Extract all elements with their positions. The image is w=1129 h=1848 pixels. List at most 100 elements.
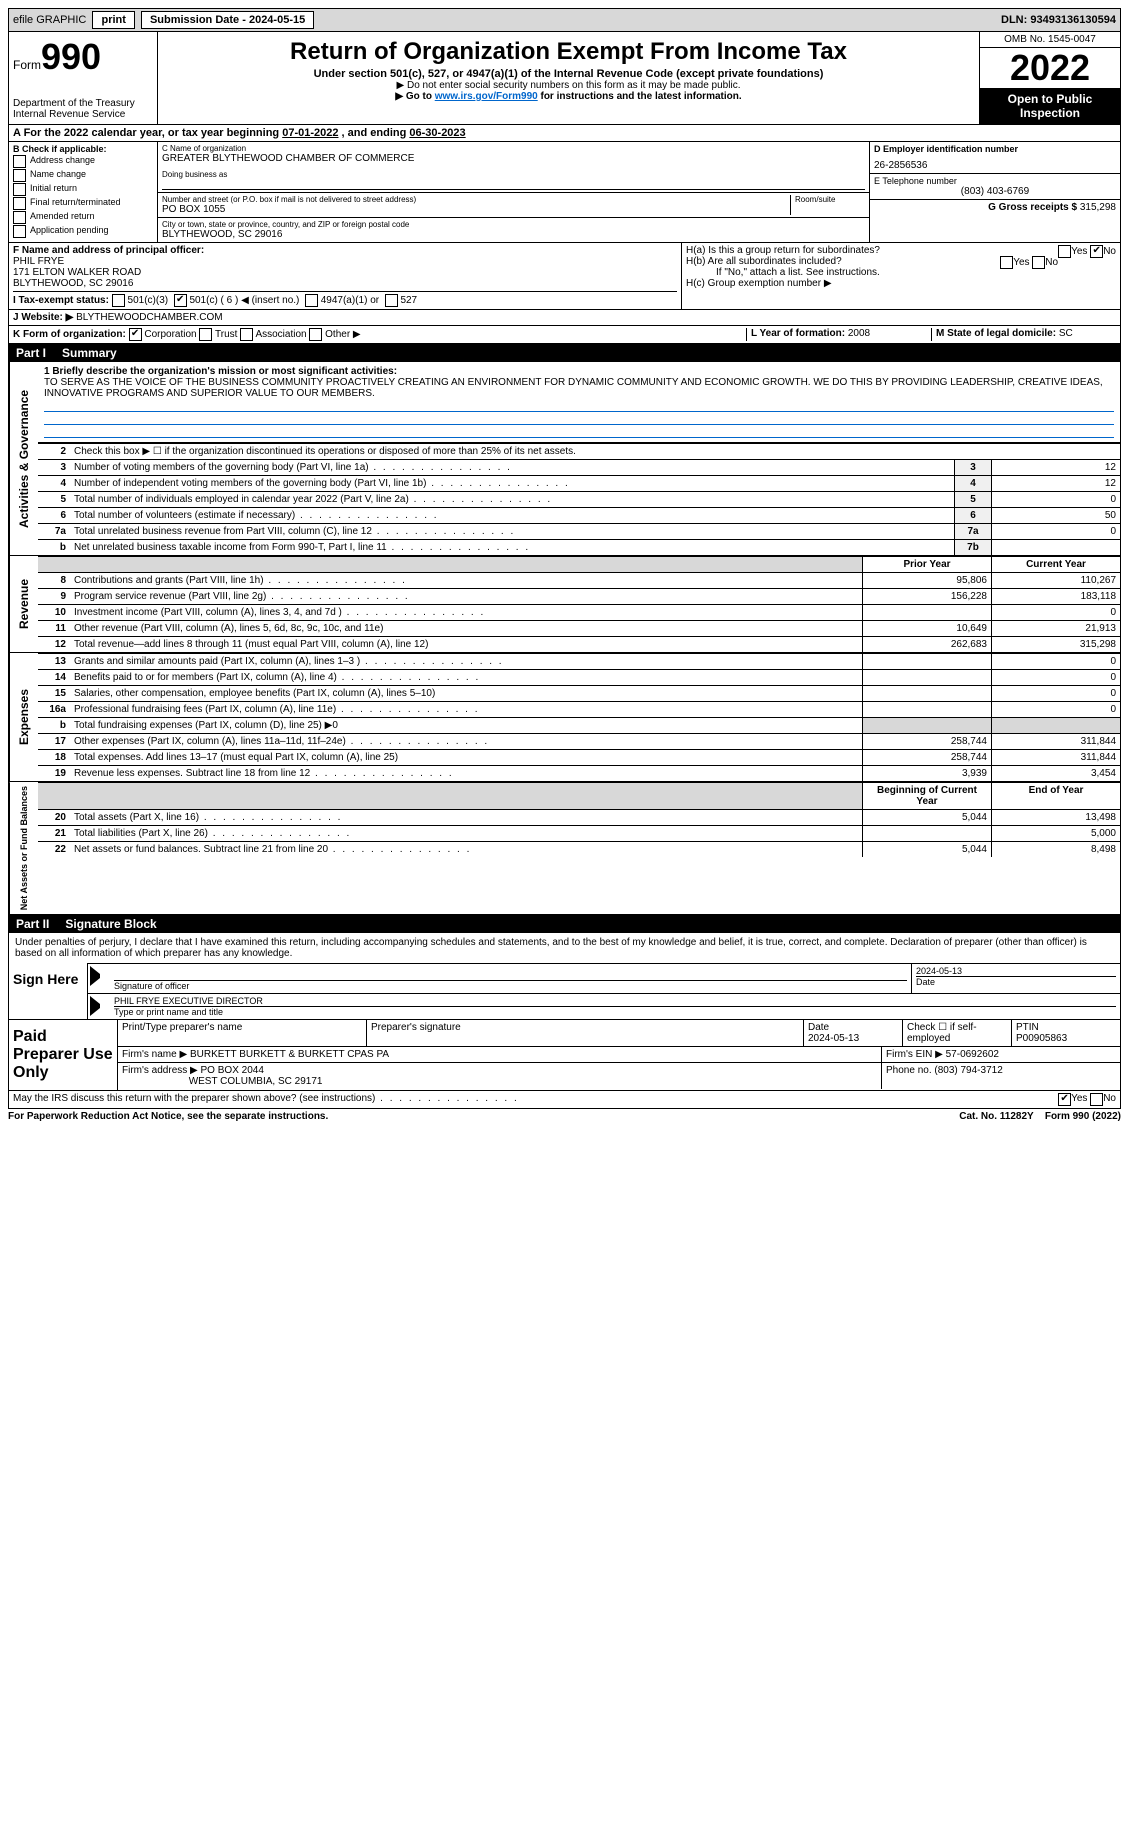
mission-text: TO SERVE AS THE VOICE OF THE BUSINESS CO… <box>44 377 1114 399</box>
lbl-discuss-no: No <box>1103 1093 1116 1106</box>
revenue-block: Revenue Prior YearCurrent Year 8Contribu… <box>8 556 1121 653</box>
row-f-h: F Name and address of principal officer:… <box>8 243 1121 310</box>
sig-name-title: PHIL FRYE EXECUTIVE DIRECTOR <box>114 996 1116 1006</box>
netassets-block: Net Assets or Fund Balances Beginning of… <box>8 782 1121 915</box>
submission-date-button[interactable]: Submission Date - 2024-05-15 <box>141 11 314 29</box>
org-name: GREATER BLYTHEWOOD CHAMBER OF COMMERCE <box>162 153 865 164</box>
chk-ha-yes[interactable] <box>1058 245 1071 258</box>
part1-header: Part I Summary <box>8 344 1121 362</box>
chk-527[interactable] <box>385 294 398 307</box>
p17: 258,744 <box>863 734 992 750</box>
print-button[interactable]: print <box>92 11 134 29</box>
p13 <box>863 654 992 670</box>
row8-text: Contributions and grants (Part VIII, lin… <box>74 575 407 586</box>
chk-4947[interactable] <box>305 294 318 307</box>
sign-here-label: Sign Here <box>9 963 88 1019</box>
chk-501c[interactable] <box>174 294 187 307</box>
discuss-text: May the IRS discuss this return with the… <box>13 1093 519 1106</box>
period-end: 06-30-2023 <box>409 127 465 139</box>
chk-app-pending[interactable] <box>13 225 26 238</box>
chk-corp[interactable] <box>129 328 142 341</box>
dept-treasury: Department of the Treasury <box>13 98 153 109</box>
c10: 0 <box>992 605 1121 621</box>
chk-hb-no[interactable] <box>1032 256 1045 269</box>
section-k-label: K Form of organization: <box>13 329 126 340</box>
mission-label: 1 Briefly describe the organization's mi… <box>44 366 397 377</box>
goto-suffix: for instructions and the latest informat… <box>538 91 742 102</box>
firm-ein: 57-0692602 <box>946 1049 999 1060</box>
lbl-assoc: Association <box>255 329 306 340</box>
org-name-label: C Name of organization <box>162 144 865 153</box>
row18-text: Total expenses. Add lines 13–17 (must eq… <box>70 750 863 766</box>
row19-text: Revenue less expenses. Subtract line 18 … <box>74 768 454 779</box>
lbl-name-change: Name change <box>30 169 86 179</box>
city-label: City or town, state or province, country… <box>162 220 865 229</box>
chk-assoc[interactable] <box>240 328 253 341</box>
chk-other[interactable] <box>309 328 322 341</box>
b21 <box>863 826 992 842</box>
c16: 0 <box>992 702 1121 718</box>
row10-text: Investment income (Part VIII, column (A)… <box>74 607 485 618</box>
c9: 183,118 <box>992 589 1121 605</box>
chk-initial-return[interactable] <box>13 183 26 196</box>
val-4: 12 <box>992 476 1121 492</box>
p18: 258,744 <box>863 750 992 766</box>
lbl-initial-return: Initial return <box>30 183 77 193</box>
hdr-begin: Beginning of Current Year <box>863 783 992 810</box>
chk-ha-no[interactable] <box>1090 245 1103 258</box>
cat-no: Cat. No. 11282Y <box>959 1111 1033 1122</box>
header-grid: B Check if applicable: Address change Na… <box>8 142 1121 243</box>
lbl-hb-no: No <box>1045 257 1058 268</box>
omb-number: OMB No. 1545-0047 <box>980 32 1120 48</box>
chk-address-change[interactable] <box>13 155 26 168</box>
discuss-row: May the IRS discuss this return with the… <box>8 1091 1121 1109</box>
lbl-address-change: Address change <box>30 155 95 165</box>
lbl-amended: Amended return <box>30 211 95 221</box>
chk-amended[interactable] <box>13 211 26 224</box>
paperwork-footer: For Paperwork Reduction Act Notice, see … <box>8 1109 1121 1124</box>
chk-discuss-no[interactable] <box>1090 1093 1103 1106</box>
part2-header: Part II Signature Block <box>8 915 1121 933</box>
ein-label: D Employer identification number <box>874 144 1116 154</box>
hdr-current: Current Year <box>992 557 1121 573</box>
sig-officer-label: Signature of officer <box>114 980 907 991</box>
c12: 315,298 <box>992 637 1121 653</box>
row13-text: Grants and similar amounts paid (Part IX… <box>74 656 504 667</box>
period-begin: 07-01-2022 <box>282 127 338 139</box>
chk-discuss-yes[interactable] <box>1058 1093 1071 1106</box>
p14 <box>863 670 992 686</box>
part1-num: Part I <box>16 346 46 360</box>
lbl-app-pending: Application pending <box>30 225 109 235</box>
chk-trust[interactable] <box>199 328 212 341</box>
side-netassets: Net Assets or Fund Balances <box>9 782 38 914</box>
prep-phone: (803) 794-3712 <box>934 1065 1002 1076</box>
part2-num: Part II <box>16 917 49 931</box>
prep-phone-label: Phone no. <box>886 1065 934 1076</box>
preparer-block: Paid Preparer Use Only Print/Type prepar… <box>8 1020 1121 1091</box>
chk-final-return[interactable] <box>13 197 26 210</box>
row22-text: Net assets or fund balances. Subtract li… <box>74 844 471 855</box>
governance-block: Activities & Governance 1 Briefly descri… <box>8 362 1121 556</box>
firm-addr-label: Firm's address ▶ <box>122 1065 198 1076</box>
row12-text: Total revenue—add lines 8 through 11 (mu… <box>70 637 863 653</box>
chk-hb-yes[interactable] <box>1000 256 1013 269</box>
c11: 21,913 <box>992 621 1121 637</box>
p11: 10,649 <box>863 621 992 637</box>
irs-link[interactable]: www.irs.gov/Form990 <box>435 91 538 102</box>
org-address: PO BOX 1055 <box>162 204 790 215</box>
part2-title: Signature Block <box>65 917 156 931</box>
lbl-4947: 4947(a)(1) or <box>321 295 379 306</box>
chk-name-change[interactable] <box>13 169 26 182</box>
row7b-text: Net unrelated business taxable income fr… <box>74 542 530 553</box>
val-7b <box>992 540 1121 556</box>
chk-501c3[interactable] <box>112 294 125 307</box>
firm-ein-label: Firm's EIN ▶ <box>886 1049 946 1060</box>
part1-title: Summary <box>62 346 117 360</box>
e21: 5,000 <box>992 826 1121 842</box>
sig-date-label: Date <box>916 976 1116 987</box>
row-website: J Website: ▶ BLYTHEWOODCHAMBER.COM <box>8 310 1121 326</box>
website-label: J Website: ▶ <box>13 312 73 323</box>
c14: 0 <box>992 670 1121 686</box>
officer-addr1: 171 ELTON WALKER ROAD <box>13 267 677 278</box>
signature-block: Under penalties of perjury, I declare th… <box>8 933 1121 1020</box>
